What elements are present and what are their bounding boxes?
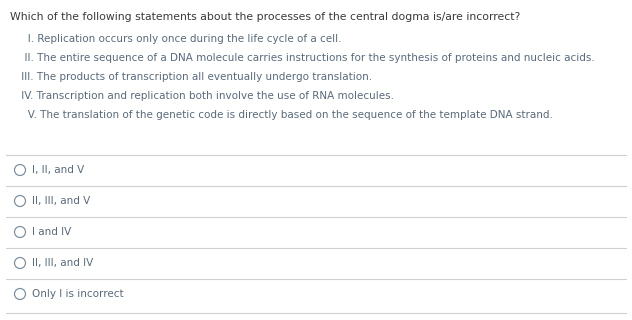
Text: Which of the following statements about the processes of the central dogma is/ar: Which of the following statements about … bbox=[10, 12, 520, 22]
Text: I and IV: I and IV bbox=[32, 227, 71, 237]
Text: V. The translation of the genetic code is directly based on the sequence of the : V. The translation of the genetic code i… bbox=[18, 110, 553, 120]
Text: II, III, and V: II, III, and V bbox=[32, 196, 90, 206]
Text: I, II, and V: I, II, and V bbox=[32, 165, 84, 175]
Text: II. The entire sequence of a DNA molecule carries instructions for the synthesis: II. The entire sequence of a DNA molecul… bbox=[18, 53, 595, 63]
Text: I. Replication occurs only once during the life cycle of a cell.: I. Replication occurs only once during t… bbox=[18, 34, 341, 44]
Text: II, III, and IV: II, III, and IV bbox=[32, 258, 94, 268]
Text: IV. Transcription and replication both involve the use of RNA molecules.: IV. Transcription and replication both i… bbox=[18, 91, 394, 101]
Text: Only I is incorrect: Only I is incorrect bbox=[32, 289, 124, 299]
Text: III. The products of transcription all eventually undergo translation.: III. The products of transcription all e… bbox=[18, 72, 372, 82]
